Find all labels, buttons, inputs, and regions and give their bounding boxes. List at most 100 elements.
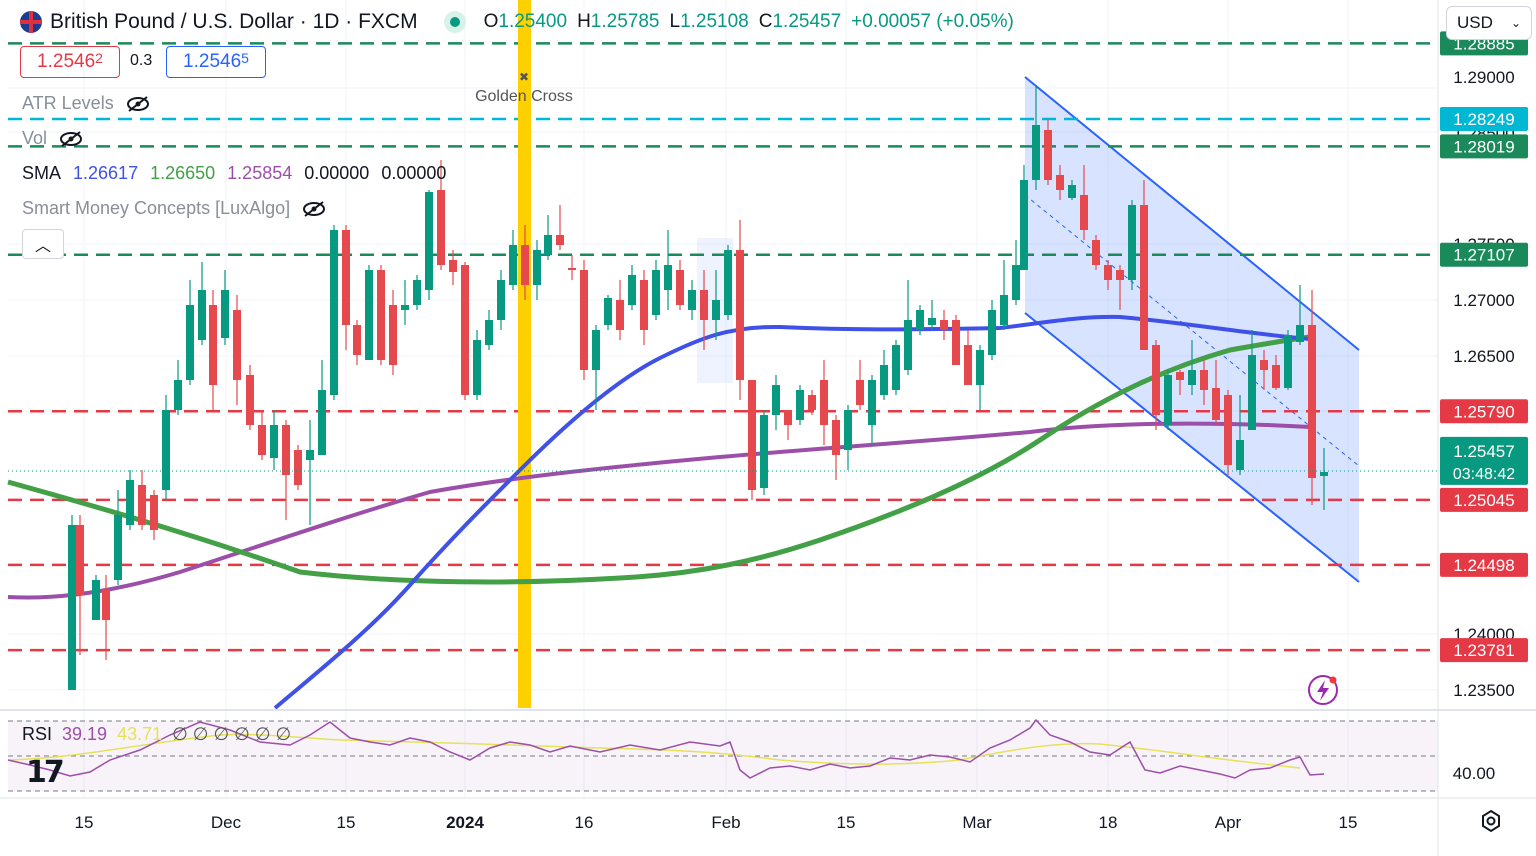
rsi-legend[interactable]: RSI 39.19 43.71 ∅ ∅ ∅ ∅ ∅ ∅ <box>22 724 291 745</box>
candle-body <box>652 270 660 315</box>
candle-body <box>209 305 217 385</box>
eye-off-icon[interactable] <box>59 130 83 147</box>
time-tick-label: Apr <box>1215 813 1242 832</box>
tradingview-logo[interactable]: 17 <box>26 755 65 790</box>
symbol-title: British Pound / U.S. Dollar · 1D · FXCM <box>50 10 418 33</box>
candle-body <box>365 270 373 360</box>
candle-body <box>294 450 302 485</box>
currency-select[interactable]: USD ⌄ <box>1446 6 1532 40</box>
candle-body <box>1236 440 1244 470</box>
symbol-header[interactable]: British Pound / U.S. Dollar · 1D · FXCM … <box>20 8 1014 36</box>
candle-body <box>497 280 505 320</box>
price-tick-label: 1.27000 <box>1453 291 1514 310</box>
candle-body <box>509 245 517 285</box>
candle-body <box>92 580 100 620</box>
candle-body <box>401 305 409 310</box>
candle-body <box>568 268 576 270</box>
candle-body <box>1140 205 1148 350</box>
rsi-axis-label: 40.00 <box>1453 764 1496 783</box>
candle-body <box>1200 370 1208 390</box>
candle-body <box>198 290 206 340</box>
candle-body <box>820 380 828 425</box>
smc-legend[interactable]: Smart Money Concepts [LuxAlgo] <box>22 198 326 219</box>
candle-body <box>473 340 481 395</box>
candle-body <box>700 290 708 320</box>
sma-value-4: 0.00000 <box>304 163 370 183</box>
rsi-ma-line <box>7 733 1301 769</box>
candle-body <box>1068 185 1076 198</box>
price-label-text: 1.23781 <box>1453 641 1514 660</box>
candle-body <box>736 250 744 380</box>
candle-body <box>461 265 469 395</box>
sma-legend[interactable]: SMA 1.26617 1.26650 1.25854 0.00000 0.00… <box>22 163 446 184</box>
candle-body <box>1224 395 1232 465</box>
candle-body <box>1260 360 1268 370</box>
candle-body <box>556 235 564 245</box>
golden-cross-band <box>518 0 531 708</box>
buy-price-button[interactable]: 1.2546 5 <box>166 46 266 78</box>
sma-legend-label: SMA <box>22 163 62 183</box>
alert-icon[interactable] <box>1308 675 1338 705</box>
price-label-text: 1.24498 <box>1453 556 1514 575</box>
vol-legend[interactable]: Vol <box>22 128 83 149</box>
rsi-line <box>7 718 1325 779</box>
price-label-text: 1.25045 <box>1453 491 1514 510</box>
candle-body <box>832 420 840 455</box>
atr-levels-legend[interactable]: ATR Levels <box>22 93 150 114</box>
candle-body <box>628 275 636 305</box>
candle-body <box>724 250 732 315</box>
candle-body <box>616 300 624 330</box>
candle-body <box>221 290 229 338</box>
gear-icon[interactable] <box>1478 808 1504 834</box>
candle-body <box>868 380 876 425</box>
candle-body <box>114 515 122 580</box>
price-label-box <box>1440 487 1528 512</box>
price-label-text: 1.25790 <box>1453 402 1514 421</box>
candle-body <box>892 345 900 390</box>
collapse-legend-button[interactable]: ︿ <box>22 229 64 259</box>
candle-body <box>928 318 936 325</box>
candle-body <box>904 320 912 370</box>
time-tick-label: 2024 <box>446 813 484 832</box>
candle-body <box>1128 205 1136 280</box>
candle-body <box>270 425 278 458</box>
price-label-box <box>1440 242 1528 267</box>
time-tick-label: 15 <box>837 813 856 832</box>
price-label-text: 1.27107 <box>1453 246 1514 265</box>
candle-body <box>988 310 996 355</box>
last-price-value: 1.25457 <box>1453 442 1514 461</box>
time-tick-label: 15 <box>1339 813 1358 832</box>
candle-body <box>246 375 254 425</box>
time-tick-label: 15 <box>337 813 356 832</box>
ohlc-values: O1.25400 H1.25785 L1.25108 C1.25457 +0.0… <box>483 11 1014 32</box>
sma-lines <box>7 314 1311 710</box>
eye-off-icon[interactable] <box>302 200 326 217</box>
price-label-box <box>1440 638 1528 663</box>
candle-body <box>282 425 290 475</box>
candle-body <box>68 525 76 690</box>
candle-body <box>1188 370 1196 385</box>
candle-body <box>1176 372 1184 380</box>
candle-body <box>796 390 804 420</box>
chevron-up-icon: ︿ <box>34 238 51 255</box>
time-axis[interactable]: 15 Dec 15 2024 16 Feb 15 Mar 18 Apr 15 <box>75 813 1358 832</box>
sma-value-3: 1.25854 <box>227 163 293 183</box>
candle-body <box>964 345 972 385</box>
candle-body <box>318 390 326 455</box>
candle-body <box>1248 355 1256 430</box>
price-label-box <box>1440 106 1528 131</box>
candle-body <box>353 325 361 355</box>
candle-body <box>413 280 421 305</box>
eye-off-icon[interactable] <box>126 95 150 112</box>
price-label-box <box>1440 399 1528 424</box>
sell-price-button[interactable]: 1.2546 2 <box>20 46 120 78</box>
gbp-flag-icon <box>20 11 42 33</box>
price-label-box <box>1440 552 1528 577</box>
candle-body <box>1284 335 1292 388</box>
candle-body <box>1000 295 1008 325</box>
time-tick-label: 16 <box>575 813 594 832</box>
candle-body <box>258 425 266 455</box>
candle-body <box>138 485 146 525</box>
bar-countdown: 03:48:42 <box>1453 466 1515 483</box>
